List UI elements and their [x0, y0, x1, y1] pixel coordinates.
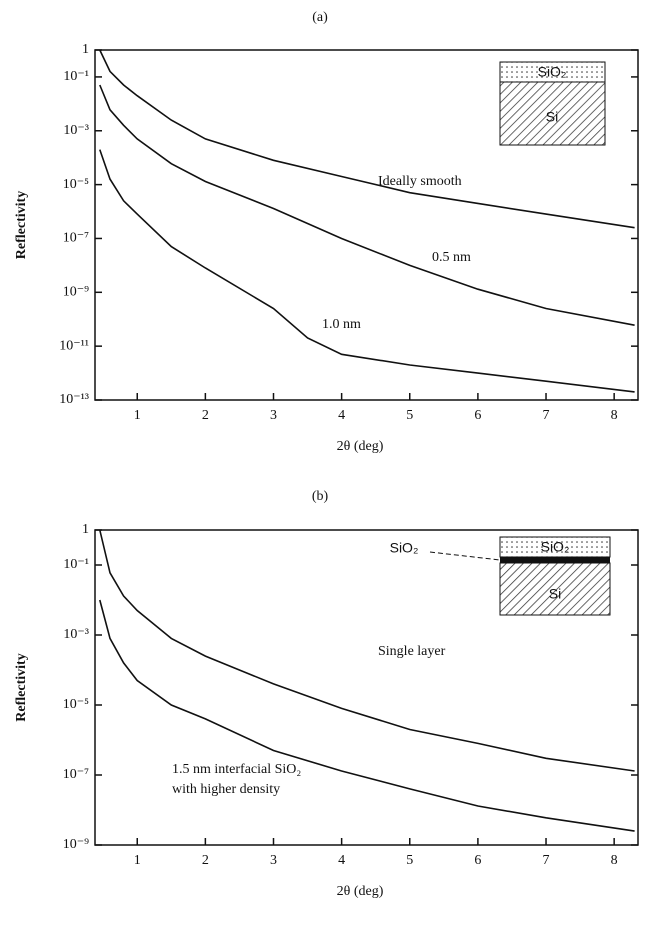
- x-tick-label: 7: [543, 853, 550, 868]
- x-tick-label: 5: [406, 853, 413, 868]
- annotation: 0.5 nm: [432, 250, 471, 265]
- x-tick-label: 7: [543, 408, 550, 423]
- plot-frame: [94, 49, 639, 401]
- x-tick-label: 8: [611, 853, 618, 868]
- x-tick-label: 3: [270, 853, 277, 868]
- x-axis-label: 2θ (deg): [337, 439, 384, 454]
- x-tick-label: 8: [611, 408, 618, 423]
- x-tick-label: 6: [474, 853, 481, 868]
- inset-b: [429, 536, 611, 616]
- curve: [99, 49, 635, 229]
- x-tick-label: 1: [134, 853, 141, 868]
- y-tick-label: 10⁻⁵: [63, 177, 89, 192]
- x-axis-label: 2θ (deg): [337, 884, 384, 899]
- y-tick-label: 10⁻¹³: [59, 392, 89, 407]
- curve: [99, 149, 635, 393]
- x-tick-label: 6: [474, 408, 481, 423]
- y-tick-label: 10⁻¹¹: [59, 338, 89, 353]
- y-axis-label: Reflectivity: [14, 653, 29, 721]
- y-tick-label: 10⁻³: [63, 123, 89, 138]
- x-tick-label: 4: [338, 853, 345, 868]
- inset-substrate: [499, 81, 606, 146]
- inset-label: Si: [549, 586, 561, 602]
- annotation: Single layer: [378, 644, 446, 659]
- inset-substrate: [499, 562, 611, 616]
- x-tick-label: 2: [202, 853, 209, 868]
- chart-title: (a): [312, 10, 328, 25]
- x-tick-label: 2: [202, 408, 209, 423]
- y-tick-label: 10⁻⁹: [63, 285, 89, 300]
- y-tick-label: 10⁻⁷: [63, 767, 89, 782]
- y-tick-label: 10⁻³: [63, 627, 89, 642]
- chart-title: (b): [312, 489, 329, 504]
- y-tick-label: 1: [82, 522, 89, 537]
- curve: [99, 84, 635, 326]
- x-tick-label: 3: [270, 408, 277, 423]
- annotation: 1.5 nm interfacial SiO₂: [172, 762, 301, 777]
- inset-interface: [500, 557, 610, 563]
- y-tick-label: 10⁻¹: [63, 69, 89, 84]
- annotation: with higher density: [172, 782, 280, 797]
- inset-pointer: [429, 551, 501, 561]
- y-axis-label: Reflectivity: [14, 191, 29, 259]
- x-tick-label: 1: [134, 408, 141, 423]
- x-tick-label: 4: [338, 408, 345, 423]
- curve: [99, 529, 635, 772]
- curve: [99, 599, 635, 832]
- inset-label: Si: [546, 109, 558, 125]
- inset-label: SiO₂: [538, 64, 567, 80]
- inset-label: SiO₂: [541, 539, 570, 555]
- y-tick-label: 10⁻⁹: [63, 837, 89, 852]
- annotation: 1.0 nm: [322, 317, 361, 332]
- inset-label: SiO₂: [390, 540, 419, 556]
- y-tick-label: 10⁻¹: [63, 557, 89, 572]
- y-tick-label: 10⁻⁷: [63, 231, 89, 246]
- y-tick-label: 10⁻⁵: [63, 697, 89, 712]
- x-tick-label: 5: [406, 408, 413, 423]
- y-tick-label: 1: [82, 42, 89, 57]
- plot-frame: [94, 529, 639, 846]
- inset-a: [499, 61, 606, 146]
- annotation: Ideally smooth: [378, 174, 462, 189]
